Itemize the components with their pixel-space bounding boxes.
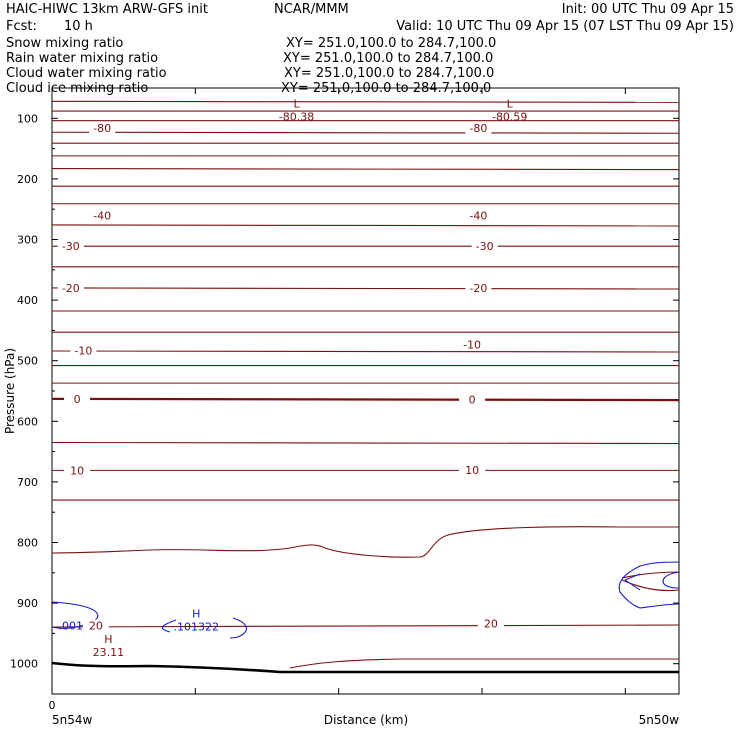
contour-label-bg	[465, 121, 492, 134]
contour-label: -30	[476, 240, 494, 253]
isotherm-line	[51, 287, 680, 290]
extremum-value: .001	[59, 620, 84, 633]
terrain-surface-line	[51, 661, 679, 674]
y-tick-label: 700	[17, 476, 38, 489]
init-time: Init: 00 UTC Thu 09 Apr 15	[562, 2, 734, 17]
x-end-left-label: 5n54w	[52, 713, 93, 727]
y-axis-label: Pressure (hPa)	[3, 348, 17, 434]
y-tick-label: 400	[17, 294, 38, 307]
field-name-cloud-water: Cloud water mixing ratio	[6, 66, 167, 81]
y-tick-label: 200	[17, 173, 38, 186]
isotherm-curves	[51, 526, 680, 669]
x-axis	[51, 88, 626, 694]
contour-label-bg	[57, 281, 84, 294]
isotherm-curve-right-a	[621, 571, 680, 579]
contour-label: -40	[93, 209, 111, 222]
y-tick-label: 100	[17, 112, 38, 125]
x-tick-zero: 0	[49, 699, 56, 712]
contour-label: -10	[74, 344, 92, 357]
contour-label: -80	[469, 122, 487, 135]
contour-label: 0	[469, 393, 476, 406]
cloud-contour-right-inner	[662, 571, 680, 589]
field-name-rain: Rain water mixing ratio	[6, 51, 158, 66]
chart-title: HAIC-HIWC 13km ARW-GFS init	[6, 2, 208, 17]
contour-label-bg	[89, 121, 116, 134]
contour-label: 10	[70, 464, 84, 477]
contour-label: -30	[62, 240, 80, 253]
cloud-water-contours	[51, 561, 680, 639]
contour-label-bg	[477, 617, 504, 630]
extremum-value: -80.59	[492, 110, 527, 123]
cloud-contour-right-outer	[618, 561, 680, 609]
x-axis-label: Distance (km)	[324, 713, 408, 727]
contour-label-bg	[465, 281, 492, 294]
extremum-value: .101322	[173, 621, 219, 634]
contour-label: 20	[89, 620, 103, 633]
contour-label-bg	[459, 393, 486, 406]
contour-labels: -80 -80 -40 -40 -30 -30 -20 -20 -10 -10 0 0 10 10 20 20	[57, 121, 504, 633]
contour-label-bg	[459, 463, 486, 476]
cloud-contour-mid-b	[229, 617, 248, 639]
valid-time: Valid: 10 UTC Thu 09 Apr 15 (07 LST Thu …	[396, 19, 734, 34]
y-tick-label: 600	[17, 415, 38, 428]
field-xy-cloud-water: XY= 251.0,100.0 to 284.7,100.0	[284, 66, 494, 81]
cloud-contour-right-notch	[624, 573, 641, 591]
isotherm-line	[51, 168, 680, 171]
contour-label-bg	[57, 240, 84, 253]
contour-label-bg	[465, 209, 492, 222]
forecast-value: 10 h	[64, 19, 93, 34]
extremum-value: 23.11	[93, 646, 125, 659]
field-name-snow: Snow mixing ratio	[6, 36, 123, 51]
plot-frame	[51, 87, 680, 695]
contour-label-bg	[82, 619, 109, 632]
isotherm-curve-upper	[51, 526, 679, 558]
isotherm-zero-line	[51, 397, 680, 402]
extremum-mark: H	[192, 608, 200, 621]
y-tick-label: 900	[17, 597, 38, 610]
field-xy-rain: XY= 251.0,100.0 to 284.7,100.0	[283, 51, 493, 66]
contour-label-bg	[471, 240, 498, 253]
contour-label-bg	[459, 338, 486, 351]
contour-label: -10	[463, 338, 481, 351]
contour-label: 20	[484, 618, 498, 631]
isotherm-line	[51, 224, 680, 227]
isotherm-20-line	[51, 624, 680, 628]
y-tick-label: 300	[17, 234, 38, 247]
forecast-label: Fcst:	[6, 19, 37, 34]
contour-label: 0	[74, 393, 81, 406]
contour-label: -20	[469, 282, 487, 295]
contour-label: -80	[93, 122, 111, 135]
cloud-contour-mid-a	[161, 619, 177, 633]
contour-label: 10	[465, 464, 479, 477]
x-end-right-label: 5n50w	[639, 713, 680, 727]
extremum-mark: L	[293, 97, 300, 110]
isotherm-line	[51, 441, 680, 445]
extremum-mark: L	[507, 97, 514, 110]
y-tick-label: 500	[17, 355, 38, 368]
extremum-mark: H	[104, 633, 112, 646]
y-tick-label: 800	[17, 537, 38, 550]
contour-label-bg	[64, 464, 91, 477]
isotherm-curve-lower	[289, 658, 679, 669]
contour-label: -20	[62, 282, 80, 295]
isotherm-line	[51, 131, 680, 134]
isotherm-curve-right-b	[621, 579, 680, 592]
y-tick-label: 1000	[10, 658, 38, 671]
isotherm-line	[51, 100, 680, 103]
contour-label: -40	[469, 209, 487, 222]
contour-label-bg	[64, 392, 91, 405]
field-xy-snow: XY= 251.0,100.0 to 284.7,100.0	[286, 36, 496, 51]
extremum-value: -80.38	[279, 110, 314, 123]
contour-label-bg	[89, 209, 116, 222]
contour-label-bg	[70, 344, 97, 357]
isotherm-line	[51, 350, 680, 353]
organization-label: NCAR/MMM	[274, 2, 349, 17]
isotherm-lines	[51, 100, 680, 501]
